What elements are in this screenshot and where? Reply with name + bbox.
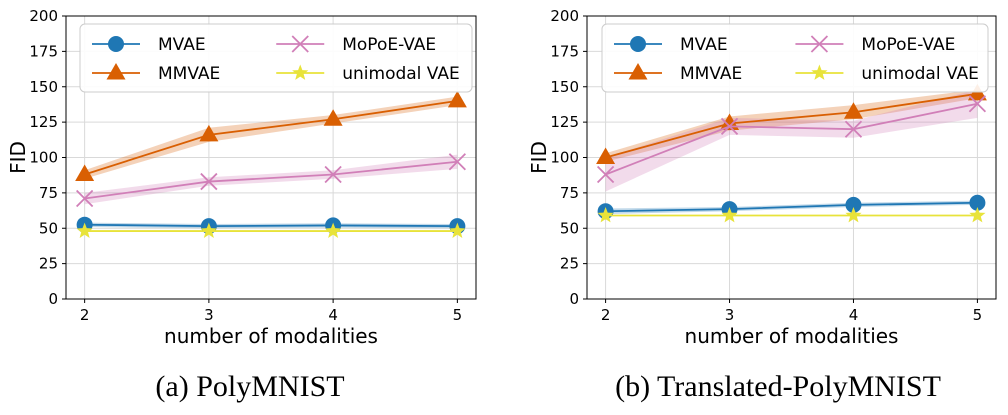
y-tick-label: 175 <box>550 42 579 60</box>
legend-label-unimodal-vae: unimodal VAE <box>861 64 978 84</box>
chart-panel-2: 0 25 50 75 100 125 150 175 200 2 3 4 5 number of moda… <box>527 7 997 403</box>
legend-marker-unimodal-vae <box>292 64 309 80</box>
y-tick-label: 25 <box>560 255 579 273</box>
panel-caption: (a) PolyMNIST <box>155 370 344 403</box>
y-tick-label: 50 <box>39 219 58 237</box>
legend: MVAE MMVAE MoPoE-VAE unimodal VAE <box>601 23 989 93</box>
y-tick-label: 175 <box>29 42 58 60</box>
legend-marker-mvae <box>108 36 124 52</box>
series-line-mopoe-vae <box>84 160 458 200</box>
data-point-mmvae <box>323 109 343 126</box>
y-tick-label: 125 <box>550 113 579 131</box>
series-band-mopoe-vae <box>84 154 458 205</box>
data-point-unimodal-vae <box>325 222 342 238</box>
panel-caption: (b) Translated-PolyMNIST <box>615 370 941 403</box>
legend-marker-mopoe-vae <box>810 35 829 53</box>
y-tick-label: 200 <box>29 7 58 25</box>
data-point-mmvae <box>596 147 616 164</box>
series-band-mopoe-vae <box>605 89 978 192</box>
legend-marker-unimodal-vae <box>811 64 828 80</box>
data-point-mmvae <box>447 90 467 108</box>
y-tick-label: 0 <box>569 290 579 308</box>
legend-marker-mvae <box>630 36 646 52</box>
series-line-mmvae <box>84 100 458 176</box>
data-point-mopoe-vae <box>200 172 218 191</box>
data-point-mopoe-vae <box>720 117 739 136</box>
y-tick-label: 25 <box>39 255 58 273</box>
y-tick-label: 0 <box>48 290 58 308</box>
data-point-unimodal-vae <box>597 207 614 223</box>
data-point-mmvae <box>199 124 219 142</box>
y-tick-label: 150 <box>29 78 58 96</box>
y-axis-label: FID <box>6 141 30 174</box>
data-point-mopoe-vae <box>76 189 94 208</box>
legend-marker-mopoe-vae <box>291 35 309 53</box>
y-axis-label: FID <box>527 141 551 174</box>
series-line-mvae <box>605 201 978 213</box>
x-tick-label: 4 <box>849 306 859 324</box>
y-tick-label: 75 <box>560 184 579 202</box>
y-tick-label: 50 <box>560 219 579 237</box>
legend-marker-mmvae <box>628 63 648 80</box>
y-tick-label: 75 <box>39 184 58 202</box>
x-tick-label: 3 <box>725 306 735 324</box>
y-tick-label: 150 <box>550 78 579 96</box>
x-tick-label: 2 <box>80 306 90 324</box>
legend-label-mmvae: MMVAE <box>158 64 220 84</box>
data-point-mopoe-vae <box>844 120 863 138</box>
data-point-unimodal-vae <box>969 207 986 223</box>
data-point-mmvae <box>75 164 95 181</box>
y-tick-label: 125 <box>29 113 58 131</box>
x-tick-label: 5 <box>453 306 463 324</box>
x-tick-label: 3 <box>204 306 214 324</box>
y-tick-label: 100 <box>550 149 579 167</box>
x-axis-label: number of modalities <box>164 324 378 348</box>
chart-panel-1: 0 25 50 75 100 125 150 175 200 2 3 4 5 number of moda… <box>6 7 477 403</box>
y-tick-label: 100 <box>29 149 58 167</box>
x-axis-label: number of modalities <box>685 324 899 348</box>
series-line-mvae <box>84 223 458 228</box>
data-point-mopoe-vae <box>448 153 467 171</box>
legend-box <box>79 23 473 93</box>
x-tick-label: 5 <box>973 306 983 324</box>
data-point-unimodal-vae <box>721 207 738 223</box>
data-point-mvae <box>969 194 986 211</box>
legend: MVAE MMVAE MoPoE-VAE unimodal VAE <box>79 23 473 93</box>
data-point-mvae <box>845 196 862 213</box>
legend-box <box>601 23 989 93</box>
legend-label-mmvae: MMVAE <box>680 64 742 84</box>
data-point-mopoe-vae <box>968 95 987 113</box>
data-point-unimodal-vae <box>449 222 466 238</box>
series-band-mmvae <box>84 96 458 179</box>
data-point-unimodal-vae <box>200 222 217 238</box>
legend-label-mopoe-vae: MoPoE-VAE <box>342 35 436 55</box>
data-point-unimodal-vae <box>845 207 862 223</box>
data-point-mopoe-vae <box>324 165 342 184</box>
y-tick-label: 200 <box>550 7 579 25</box>
series-line-mopoe-vae <box>605 102 978 176</box>
legend-marker-mmvae <box>106 63 126 80</box>
series-line-mmvae <box>605 92 978 159</box>
x-tick-label: 2 <box>601 306 611 324</box>
data-point-mmvae <box>843 102 863 119</box>
legend-label-mvae: MVAE <box>158 35 206 55</box>
legend-label-mvae: MVAE <box>680 35 728 55</box>
legend-label-unimodal-vae: unimodal VAE <box>342 64 459 84</box>
data-point-unimodal-vae <box>76 222 93 238</box>
x-tick-label: 4 <box>328 306 338 324</box>
data-point-mopoe-vae <box>596 165 615 184</box>
legend-label-mopoe-vae: MoPoE-VAE <box>861 35 955 55</box>
